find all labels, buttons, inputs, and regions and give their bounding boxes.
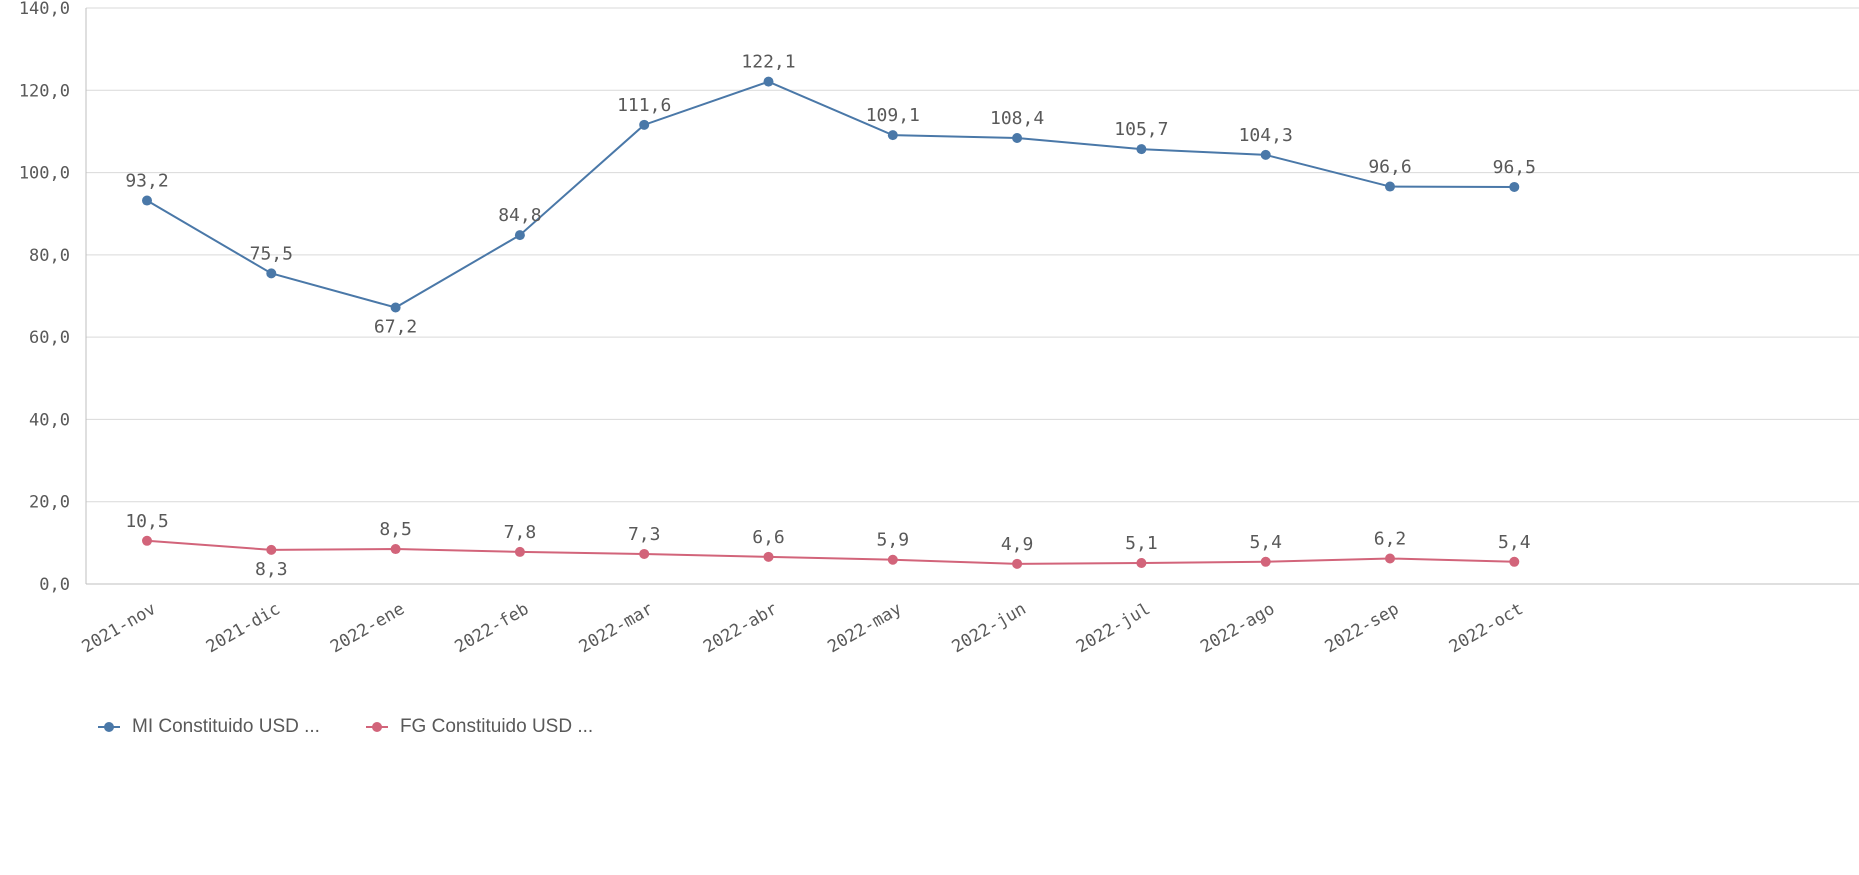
legend-item-fg[interactable]: FG Constituido USD ... bbox=[365, 716, 594, 738]
data-label: 96,5 bbox=[1493, 157, 1536, 178]
data-point bbox=[887, 554, 898, 565]
data-point bbox=[514, 230, 525, 241]
legend-label-fg: FG Constituido USD ... bbox=[399, 716, 594, 737]
x-tick-label: 2022-jun bbox=[949, 599, 1030, 657]
data-point bbox=[1012, 558, 1023, 569]
x-tick-label: 2022-ene bbox=[327, 599, 408, 657]
y-tick-label: 40,0 bbox=[29, 410, 70, 430]
legend-dot-fg bbox=[371, 722, 382, 732]
x-tick-label: 2022-jul bbox=[1073, 599, 1154, 657]
data-point bbox=[763, 551, 774, 562]
legend-dot-mi bbox=[104, 722, 114, 732]
y-tick-label: 140,0 bbox=[19, 0, 70, 19]
data-label: 5,9 bbox=[877, 530, 910, 551]
y-tick-label: 120,0 bbox=[19, 81, 70, 101]
data-label: 122,1 bbox=[741, 52, 795, 73]
series-line bbox=[146, 80, 1515, 309]
y-axis-tick-labels: 0,0 20,0 40,0 60,0 80,0 100,0 120,0 140,0 bbox=[19, 0, 70, 595]
data-label: 8,3 bbox=[255, 559, 288, 580]
gridlines bbox=[86, 7, 1859, 503]
x-axis-tick-labels: 2021-nov 2021-dic 2022-ene 2022-feb 2022-mar… bbox=[79, 599, 1527, 657]
x-tick-label: 2022-ago bbox=[1197, 599, 1278, 657]
data-point bbox=[1260, 556, 1271, 567]
data-label: 67,2 bbox=[374, 317, 417, 338]
data-label: 5,1 bbox=[1125, 533, 1158, 554]
axes bbox=[85, 8, 1859, 585]
data-point bbox=[390, 302, 401, 313]
data-point bbox=[390, 544, 401, 555]
x-tick-label: 2022-may bbox=[824, 599, 905, 657]
y-tick-label: 80,0 bbox=[29, 246, 70, 266]
data-point bbox=[1136, 144, 1147, 155]
data-label: 104,3 bbox=[1239, 125, 1293, 146]
y-tick-label: 0,0 bbox=[39, 575, 70, 595]
data-point bbox=[266, 544, 277, 555]
data-label: 8,5 bbox=[379, 519, 412, 540]
data-point bbox=[763, 76, 774, 87]
legend: MI Constituido USD ... FG Constituido US… bbox=[98, 716, 593, 738]
data-label: 6,2 bbox=[1374, 528, 1407, 549]
y-tick-label: 60,0 bbox=[29, 328, 70, 348]
data-point bbox=[639, 548, 650, 559]
data-label: 6,6 bbox=[752, 527, 785, 548]
data-point bbox=[1260, 149, 1271, 160]
data-label: 10,5 bbox=[125, 511, 168, 532]
series-lines bbox=[142, 76, 1520, 569]
data-label: 109,1 bbox=[866, 105, 920, 126]
data-point bbox=[266, 268, 277, 279]
legend-item-mi[interactable]: MI Constituido USD ... bbox=[98, 716, 320, 738]
data-point bbox=[1385, 181, 1395, 192]
data-point bbox=[1012, 133, 1023, 144]
data-label: 108,4 bbox=[990, 108, 1044, 129]
data-point bbox=[1509, 181, 1520, 192]
data-label: 7,3 bbox=[628, 524, 661, 545]
data-label: 111,6 bbox=[617, 95, 671, 116]
x-tick-label: 2022-oct bbox=[1446, 599, 1527, 657]
data-label: 7,8 bbox=[504, 522, 537, 543]
x-tick-label: 2022-sep bbox=[1322, 599, 1403, 657]
x-tick-label: 2022-abr bbox=[700, 599, 781, 657]
y-tick-label: 20,0 bbox=[29, 493, 70, 513]
data-point bbox=[1509, 556, 1520, 567]
x-tick-label: 2021-nov bbox=[79, 599, 160, 657]
legend-marker-fg bbox=[365, 722, 388, 732]
data-label: 84,8 bbox=[498, 205, 541, 226]
data-point bbox=[142, 535, 152, 546]
x-tick-label: 2022-feb bbox=[451, 599, 532, 657]
data-label: 93,2 bbox=[125, 171, 168, 192]
legend-label-mi: MI Constituido USD ... bbox=[132, 716, 320, 737]
x-tick-label: 2021-dic bbox=[203, 599, 284, 657]
y-tick-label: 100,0 bbox=[19, 164, 70, 184]
legend-marker-mi bbox=[98, 722, 120, 732]
data-label: 5,4 bbox=[1498, 532, 1531, 553]
data-point bbox=[639, 119, 650, 130]
data-label: 5,4 bbox=[1249, 532, 1282, 553]
data-label: 75,5 bbox=[250, 243, 293, 264]
data-point bbox=[514, 546, 525, 557]
data-point bbox=[887, 130, 898, 141]
data-point bbox=[1385, 553, 1395, 564]
data-point bbox=[1136, 558, 1147, 569]
data-label: 4,9 bbox=[1001, 534, 1034, 555]
x-tick-label: 2022-mar bbox=[576, 599, 657, 657]
data-label: 105,7 bbox=[1114, 119, 1168, 140]
series-line bbox=[146, 539, 1515, 565]
data-point bbox=[142, 195, 152, 206]
data-label: 96,6 bbox=[1368, 157, 1411, 178]
data-labels: 93,2 75,5 67,2 84,8 111,6 122,1 109,1 108,4 105,… bbox=[125, 52, 1536, 580]
